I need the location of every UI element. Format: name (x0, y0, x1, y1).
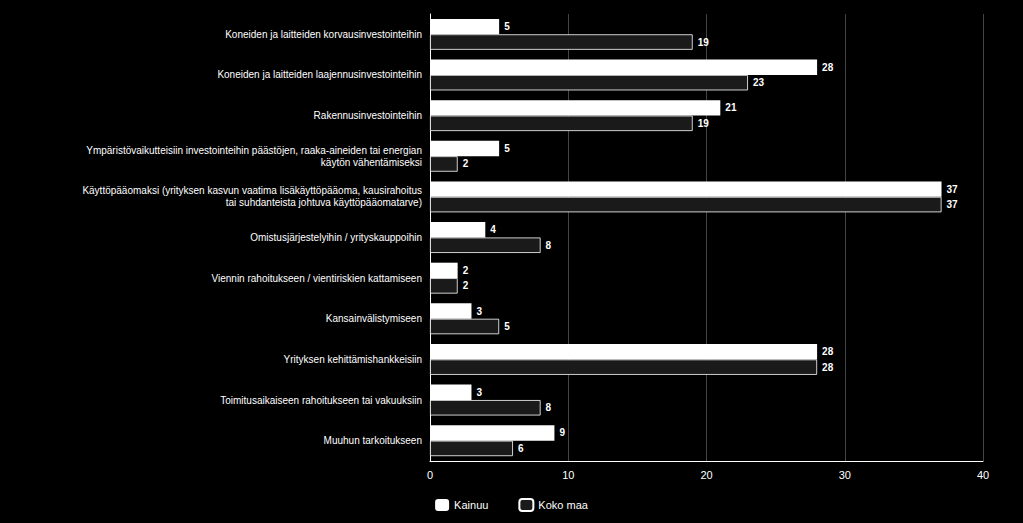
svg-text:6: 6 (518, 443, 524, 454)
svg-text:8: 8 (546, 402, 552, 413)
svg-text:Omistusjärjestelyihin / yritys: Omistusjärjestelyihin / yrityskauppoihin (250, 232, 422, 243)
svg-text:37: 37 (947, 184, 959, 195)
svg-text:5: 5 (504, 143, 510, 154)
svg-text:Koneiden ja laitteiden laajenn: Koneiden ja laitteiden laajennusinvestoi… (217, 69, 422, 80)
svg-text:Toimitusaikaiseen rahoitukseen: Toimitusaikaiseen rahoitukseen tai vakuu… (220, 395, 422, 406)
svg-text:3: 3 (476, 387, 482, 398)
svg-text:Ympäristövaikutteisiin investo: Ympäristövaikutteisiin investointeihin p… (86, 145, 422, 156)
svg-text:37: 37 (947, 199, 959, 210)
svg-text:Käyttöpääomaksi (yrityksen kas: Käyttöpääomaksi (yrityksen kasvun vaatim… (82, 185, 422, 196)
svg-text:2: 2 (463, 158, 469, 169)
svg-text:2: 2 (463, 280, 469, 291)
svg-text:5: 5 (504, 21, 510, 32)
svg-text:Viennin rahoitukseen / vientir: Viennin rahoitukseen / vientiriskien kat… (212, 273, 423, 284)
svg-text:23: 23 (753, 77, 765, 88)
svg-text:Muuhun tarkoitukseen: Muuhun tarkoitukseen (324, 435, 422, 446)
svg-text:Koneiden ja laitteiden korvaus: Koneiden ja laitteiden korvausinvestoint… (225, 29, 422, 40)
svg-text:19: 19 (698, 118, 710, 129)
svg-text:28: 28 (822, 346, 834, 357)
svg-text:käytön vähentämiseksi: käytön vähentämiseksi (321, 157, 422, 168)
svg-text:3: 3 (476, 306, 482, 317)
svg-text:28: 28 (822, 362, 834, 373)
svg-text:21: 21 (725, 102, 737, 113)
svg-text:28: 28 (822, 62, 834, 73)
svg-text:8: 8 (546, 240, 552, 251)
svg-text:10: 10 (562, 469, 574, 481)
svg-text:9: 9 (559, 427, 565, 438)
svg-text:19: 19 (698, 37, 710, 48)
svg-text:30: 30 (839, 469, 851, 481)
svg-text:Kainuu: Kainuu (454, 499, 488, 511)
svg-text:5: 5 (504, 321, 510, 332)
svg-text:Koko maa: Koko maa (538, 499, 588, 511)
svg-text:0: 0 (427, 469, 433, 481)
svg-text:20: 20 (700, 469, 712, 481)
svg-text:tai suhdanteista johtuva käytt: tai suhdanteista johtuva käyttöpääomatar… (226, 197, 422, 208)
svg-text:Yrityksen kehittämishankkeisii: Yrityksen kehittämishankkeisiin (284, 354, 422, 365)
svg-text:Kansainvälistymiseen: Kansainvälistymiseen (326, 313, 422, 324)
svg-text:4: 4 (490, 224, 496, 235)
svg-text:2: 2 (463, 265, 469, 276)
svg-text:40: 40 (977, 469, 989, 481)
svg-text:Rakennusinvestointeihin: Rakennusinvestointeihin (314, 110, 422, 121)
